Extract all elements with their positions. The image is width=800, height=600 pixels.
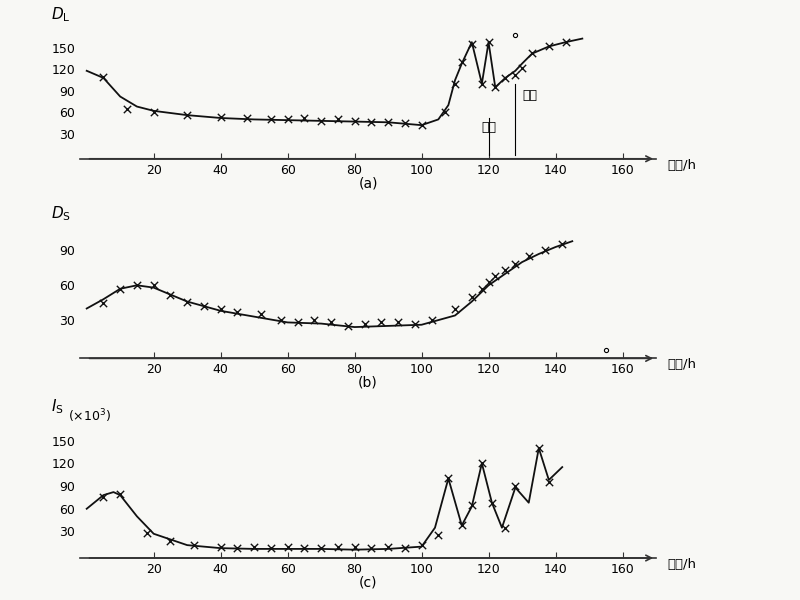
Point (509, 260, 522, 269)
Point (522, 251, 535, 261)
Point (298, 544, 310, 553)
Point (542, 41, 555, 51)
Point (415, 121, 428, 130)
Point (559, 37, 572, 47)
Point (282, 542, 294, 551)
Point (187, 541, 200, 550)
Text: (b): (b) (358, 376, 378, 390)
Text: $I_{\rm S}$: $I_{\rm S}$ (51, 398, 64, 416)
Point (409, 319, 422, 328)
Point (556, 239, 569, 248)
Point (482, 277, 495, 287)
Point (398, 544, 411, 553)
Point (382, 118, 394, 127)
Point (475, 284, 488, 293)
Point (141, 528, 154, 538)
Point (509, 70, 522, 80)
Point (147, 107, 160, 117)
Point (254, 310, 267, 319)
Point (147, 280, 160, 290)
Point (415, 541, 428, 550)
Point (542, 478, 555, 487)
Point (214, 112, 227, 122)
Point (181, 110, 194, 120)
Point (365, 117, 378, 127)
Point (97, 298, 110, 308)
Point (97, 493, 110, 502)
Point (466, 292, 478, 302)
Point (466, 40, 478, 49)
Point (348, 116, 361, 125)
Point (482, 37, 495, 47)
Text: $D_{\rm L}$: $D_{\rm L}$ (51, 5, 70, 23)
Point (509, 481, 522, 491)
Text: 时间/h: 时间/h (667, 558, 697, 571)
Point (432, 530, 445, 540)
Point (308, 316, 321, 325)
Point (325, 317, 338, 327)
Point (274, 316, 287, 325)
Text: (c): (c) (358, 575, 378, 589)
Point (181, 297, 194, 307)
Point (314, 116, 327, 125)
Point (331, 115, 344, 124)
Point (231, 307, 244, 317)
Point (426, 316, 438, 325)
Point (382, 542, 394, 552)
Point (348, 542, 361, 551)
Point (466, 500, 478, 510)
Point (298, 113, 310, 123)
Point (526, 48, 538, 58)
Point (164, 536, 177, 545)
Point (449, 304, 462, 313)
Point (282, 115, 294, 124)
Point (499, 265, 512, 275)
Point (164, 290, 177, 299)
Point (121, 104, 134, 113)
Point (486, 498, 498, 508)
Point (532, 443, 545, 453)
Point (449, 79, 462, 88)
Point (248, 542, 261, 552)
Point (241, 113, 254, 123)
Point (455, 58, 468, 67)
Text: 时间/h: 时间/h (667, 159, 697, 172)
Point (489, 82, 502, 92)
Point (455, 521, 468, 530)
Point (331, 542, 344, 551)
Text: (a): (a) (358, 176, 378, 190)
Point (114, 489, 126, 499)
Point (291, 317, 304, 327)
Point (375, 317, 388, 327)
Text: 转变: 转变 (522, 89, 537, 103)
Text: 转变: 转变 (481, 121, 496, 134)
Point (114, 284, 126, 293)
Text: $D_{\rm S}$: $D_{\rm S}$ (51, 205, 71, 223)
Point (342, 321, 354, 331)
Point (314, 544, 327, 553)
Point (489, 271, 502, 281)
Point (539, 245, 552, 255)
Point (475, 79, 488, 88)
Point (398, 118, 411, 128)
Point (265, 115, 278, 124)
Text: 时间/h: 时间/h (667, 358, 697, 371)
Point (198, 301, 210, 311)
Point (499, 73, 512, 83)
Point (365, 544, 378, 553)
Point (130, 280, 143, 290)
Point (516, 63, 529, 73)
Point (442, 473, 454, 483)
Point (231, 544, 244, 553)
Point (475, 458, 488, 468)
Text: $(\times10^{3})$: $(\times10^{3})$ (69, 408, 111, 425)
Point (358, 319, 371, 328)
Point (392, 317, 405, 327)
Point (214, 542, 227, 551)
Point (438, 107, 451, 117)
Point (97, 72, 110, 82)
Point (265, 544, 278, 553)
Point (214, 304, 227, 313)
Point (499, 523, 512, 532)
